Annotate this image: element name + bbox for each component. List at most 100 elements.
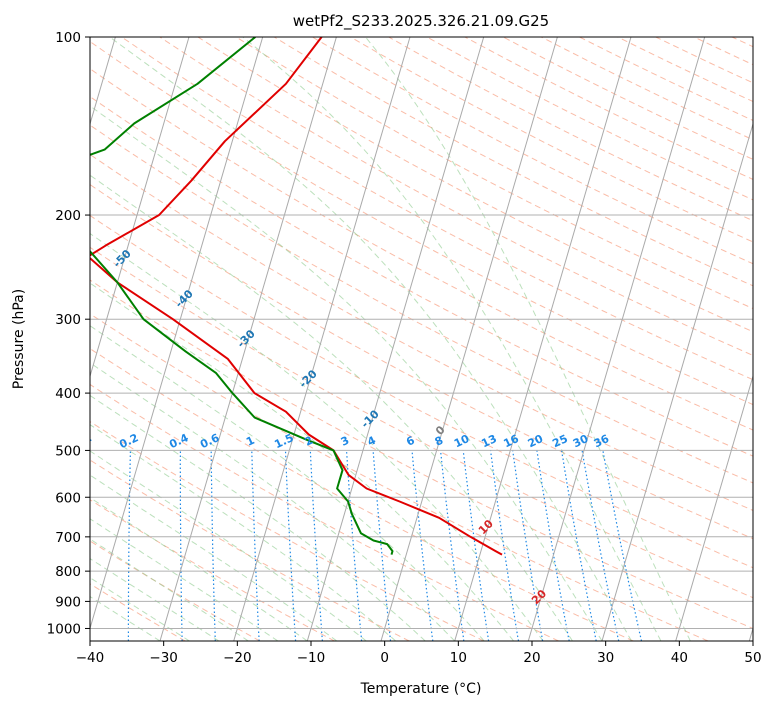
x-axis-label: Temperature (°C)	[360, 681, 482, 697]
mixing-ratio-label: 30	[571, 432, 591, 450]
isotherm-line	[454, 37, 632, 641]
x-tick-label: 30	[597, 650, 614, 666]
dry-adiabat-line	[731, 37, 753, 48]
mixing-ratio-label: 6	[404, 434, 417, 449]
dry-adiabat-line	[541, 37, 753, 141]
dry-adiabat-line	[693, 37, 753, 66]
dry-adiabat-line	[197, 37, 753, 333]
dry-adiabat-line	[90, 96, 753, 457]
moist-adiabat-line	[90, 325, 485, 641]
plot-frame	[89, 36, 754, 642]
mixing-ratio-line	[411, 450, 434, 641]
dewpoint-profile-line	[90, 37, 394, 555]
x-tick-label: 20	[523, 650, 540, 666]
dry-adiabat-line	[90, 499, 335, 641]
moist-adiabat-line	[90, 282, 514, 641]
mixing-ratio-label: 4	[365, 434, 378, 449]
mixing-ratio-line	[561, 450, 597, 641]
x-axis: −40 −30 −20 −10 0 10 20 30 40 50	[76, 641, 762, 666]
moist-adiabat-line	[90, 497, 308, 641]
x-tick-label: −40	[76, 650, 105, 666]
moist-adiabat-line	[90, 232, 544, 641]
dry-adiabat-line	[121, 37, 753, 381]
isotherm-line	[90, 37, 264, 631]
isotherm-label: -20	[297, 367, 320, 390]
isotherm-label: 10	[476, 517, 496, 537]
sounding-series	[90, 37, 503, 556]
dry-adiabat-line	[350, 37, 753, 243]
dry-adiabat-line	[90, 183, 753, 540]
dry-adiabats	[90, 37, 775, 641]
moist-adiabat-line	[90, 424, 397, 641]
dry-adiabat-line	[579, 37, 753, 121]
dry-adiabat-line	[90, 68, 753, 431]
y-tick-label: 100	[55, 30, 81, 46]
dry-adiabat-line	[90, 421, 485, 641]
y-tick-label: 800	[55, 564, 81, 580]
dry-adiabat-line	[770, 37, 775, 641]
mixing-ratio-line	[439, 450, 465, 641]
isotherm-line	[675, 374, 753, 641]
x-tick-label: −30	[149, 650, 178, 666]
moist-adiabat-line	[90, 105, 603, 641]
isotherm-line	[380, 37, 558, 641]
isotherm-line	[306, 37, 485, 641]
x-tick-label: 40	[671, 650, 688, 666]
mixing-ratio-line	[581, 450, 620, 641]
moist-adiabat-line	[90, 474, 338, 641]
isotherm-label: -40	[173, 287, 196, 310]
mixing-ratio-line	[372, 450, 392, 641]
x-tick-label: −10	[297, 650, 326, 666]
isotherm-label: 20	[529, 587, 549, 607]
mixing-ratio-label: 2	[303, 434, 315, 449]
mixing-ratio-label: 0.1	[70, 431, 93, 451]
y-tick-label: 400	[55, 386, 81, 402]
plot-area: -100-90-80-70-60-50-40-30-20-10010203040…	[70, 37, 775, 707]
y-tick-label: 300	[55, 312, 81, 328]
mixing-ratio-label: 25	[550, 432, 569, 450]
dry-adiabat-line	[426, 37, 753, 201]
mixing-ratio-line	[251, 450, 260, 641]
mixing-ratio-line	[462, 450, 490, 641]
dry-adiabat-line	[90, 583, 186, 641]
dry-adiabat-line	[90, 540, 261, 641]
x-tick-label: 0	[380, 650, 389, 666]
dry-adiabat-line	[90, 383, 559, 641]
moist-adiabat-line	[90, 394, 426, 641]
isotherm-label: 40	[647, 687, 667, 707]
x-tick-label: 50	[744, 650, 761, 666]
y-tick-label: 500	[55, 443, 81, 459]
dry-adiabat-line	[90, 347, 634, 641]
moist-adiabat-line	[90, 362, 456, 641]
dry-adiabat-line	[90, 153, 753, 511]
mixing-ratio-lines	[127, 450, 643, 641]
moist-adiabat-line	[90, 577, 190, 641]
y-tick-label: 1000	[47, 621, 81, 637]
mixing-ratio-line	[512, 450, 544, 641]
isobars	[90, 37, 753, 629]
y-tick-label: 600	[55, 490, 81, 506]
dry-adiabat-line	[312, 37, 753, 265]
dry-adiabat-line	[464, 37, 753, 180]
dry-adiabat-line	[502, 37, 753, 160]
mixing-ratio-line	[127, 450, 131, 641]
isotherm-line	[90, 37, 190, 378]
moist-adiabat-line	[365, 37, 691, 641]
mixing-ratio-line	[284, 450, 297, 641]
mixing-ratio-label: 10	[452, 432, 472, 450]
moist-adiabats	[90, 37, 691, 641]
isotherms	[90, 37, 753, 641]
mixing-ratio-labels: 0.1 0.2 0.4 0.6 1 1.5 2 3 4 6 8 10 13 16 20 25 30 36	[70, 431, 611, 451]
isotherm-line	[527, 37, 706, 641]
mixing-ratio-line	[490, 450, 520, 641]
dry-adiabat-line	[655, 37, 753, 84]
mixing-ratio-line	[309, 450, 323, 641]
mixing-ratio-label: 16	[502, 432, 522, 450]
dry-adiabat-line	[90, 313, 709, 641]
mixing-ratio-label: 0.4	[167, 431, 190, 451]
mixing-ratio-line	[602, 450, 643, 641]
moist-adiabat-line	[90, 538, 249, 641]
x-tick-label: 10	[450, 650, 467, 666]
